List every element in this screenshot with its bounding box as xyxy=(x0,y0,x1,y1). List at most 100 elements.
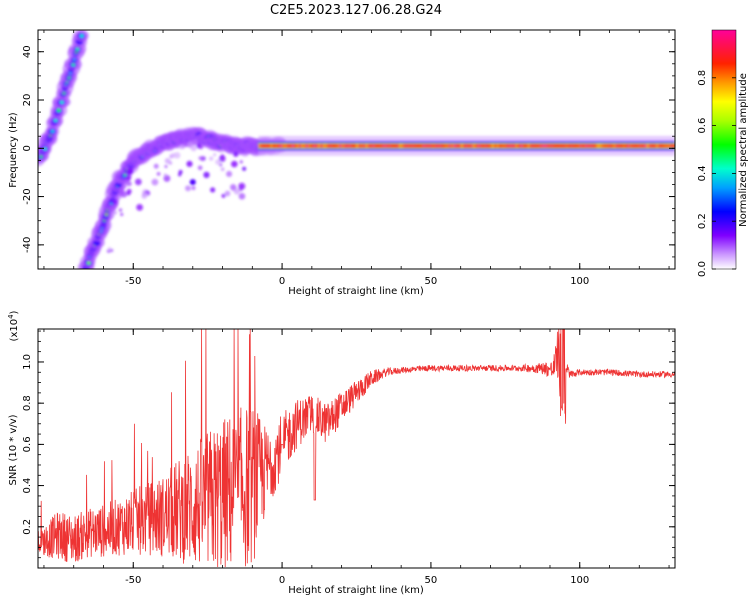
steady-tone-core xyxy=(572,143,577,148)
steady-tone-core xyxy=(551,143,555,148)
steady-tone-core xyxy=(496,143,500,148)
steady-tone-core xyxy=(624,143,629,148)
spectral-scatter xyxy=(189,179,196,186)
steady-tone-core xyxy=(605,143,610,148)
snr-frame xyxy=(37,328,676,569)
steady-tone-core xyxy=(298,143,303,148)
steady-tone-core xyxy=(665,143,669,148)
steady-tone-core xyxy=(291,143,296,148)
y-tick-label: 0.4 xyxy=(22,478,33,494)
spectral-scatter xyxy=(209,156,214,161)
steady-tone-core xyxy=(603,143,607,148)
steady-tone-core xyxy=(367,143,372,148)
steady-tone-core xyxy=(282,143,286,148)
snr-ylabel: SNR (10 * v/v) xyxy=(8,414,19,485)
steady-tone-core xyxy=(544,143,548,148)
steady-tone-core xyxy=(494,143,498,148)
steady-tone-core xyxy=(293,143,298,148)
colorbar-ticks: 0.0 0.2 0.4 0.6 0.8 xyxy=(697,70,736,277)
steady-tone-core xyxy=(453,143,457,148)
steady-tone-core xyxy=(534,143,538,148)
spectral-scatter xyxy=(163,173,167,177)
spectral-scatter xyxy=(230,184,237,191)
snr-ticks: -50 0 50 100 0.2 0.4 0.6 0.8 1.0 xyxy=(22,329,675,586)
steady-tone-core xyxy=(391,143,396,148)
spectral-scatter xyxy=(126,188,132,194)
steady-tone-core xyxy=(258,143,262,148)
steady-tone-core xyxy=(553,143,557,148)
x-tick-label: 0 xyxy=(279,276,285,287)
steady-tone-core xyxy=(491,143,496,148)
steady-tone-core xyxy=(646,143,650,148)
steady-tone-core xyxy=(358,143,362,148)
steady-tone-core xyxy=(567,143,572,148)
steady-tone-core xyxy=(620,143,624,148)
steady-tone-core xyxy=(308,143,312,148)
x-tick-label: 100 xyxy=(570,575,589,586)
spectral-peak xyxy=(50,129,55,133)
steady-tone-core xyxy=(434,143,438,148)
spectral-scatter xyxy=(179,145,183,149)
steady-tone-core xyxy=(510,143,515,148)
steady-tone-core xyxy=(432,143,436,148)
steady-tone-core xyxy=(410,143,415,148)
spectral-scatter xyxy=(213,153,217,157)
steady-tone-core xyxy=(539,143,543,148)
steady-tone-core xyxy=(343,143,348,148)
steady-tone-core xyxy=(460,143,465,148)
steady-tone-core xyxy=(436,143,441,148)
spectral-scatter xyxy=(238,182,246,190)
y-tick-label: 0.6 xyxy=(22,436,33,452)
steady-tone-core xyxy=(417,143,422,148)
spectral-scatter xyxy=(226,170,233,178)
steady-tone-core xyxy=(272,143,276,148)
spectral-scatter xyxy=(192,139,198,145)
steady-tone-core xyxy=(422,143,426,148)
spectral-scatter xyxy=(233,188,240,195)
steady-tone-core xyxy=(591,143,596,148)
spectral-scatter xyxy=(170,152,176,158)
spectral-scatter xyxy=(197,165,203,171)
steady-tone-core xyxy=(505,143,510,148)
steady-tone-core xyxy=(610,143,615,148)
steady-tone-core xyxy=(267,143,272,148)
steady-tone-core xyxy=(370,143,374,148)
steady-tone-core xyxy=(355,143,360,148)
steady-tone-core xyxy=(305,143,310,148)
snr-panel: -50 0 50 100 0.2 0.4 0.6 0.8 1.0 Height of strai… xyxy=(7,310,676,596)
spectral-scatter xyxy=(178,173,182,177)
steady-tone-core xyxy=(472,143,476,148)
steady-tone-core xyxy=(565,143,569,148)
steady-tone-core xyxy=(627,143,631,148)
spectral-scatter xyxy=(186,160,193,168)
steady-tone-core xyxy=(441,143,446,148)
colorbar-tick-label: 0.0 xyxy=(697,261,708,277)
steady-tone-core xyxy=(558,143,562,148)
spectral-scatter xyxy=(218,155,226,162)
spectral-scatter xyxy=(164,165,168,169)
steady-tone-core xyxy=(315,143,319,148)
colorbar-tick-label: 0.6 xyxy=(697,118,708,134)
steady-tone-core xyxy=(555,143,560,148)
steady-tone-core xyxy=(286,143,291,148)
x-tick-label: -50 xyxy=(125,276,141,287)
steady-tone-core xyxy=(396,143,400,148)
steady-tone-core xyxy=(372,143,376,148)
spectral-scatter xyxy=(203,171,210,179)
steady-tone-core xyxy=(339,143,343,148)
steady-tone-core xyxy=(336,143,341,148)
steady-tone-core xyxy=(408,143,412,148)
steady-tone-core xyxy=(377,143,381,148)
steady-tone-core xyxy=(563,143,567,148)
spectral-scatter xyxy=(113,211,118,215)
steady-tone-core xyxy=(439,143,443,148)
y-tick-label: 20 xyxy=(22,94,33,107)
x-tick-label: 100 xyxy=(570,276,589,287)
spectral-scatter xyxy=(224,190,231,197)
colorbar-gradient xyxy=(711,29,737,270)
snr-xlabel: Height of straight line (km) xyxy=(288,585,424,596)
steady-tone-core xyxy=(446,143,450,148)
steady-tone-core xyxy=(622,143,627,148)
spectral-scatter xyxy=(221,193,226,198)
